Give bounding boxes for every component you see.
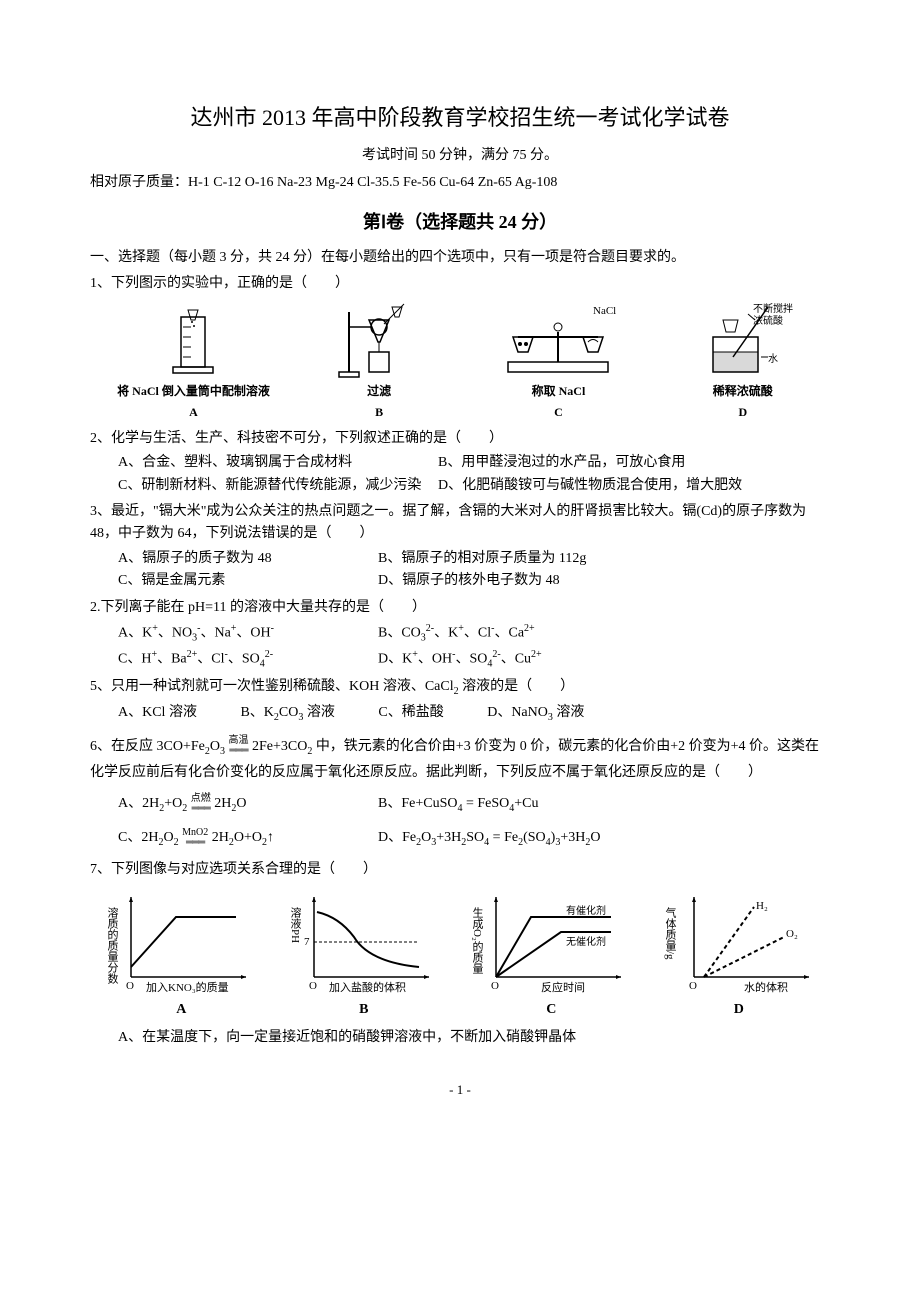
q1-img-c: NaCl 称取 NaCl C — [488, 302, 628, 422]
question-7: 7、下列图像与对应选项关系合理的是（ ） 溶质的质量分数 加入KNO₃的质量 O… — [90, 859, 830, 1050]
q2-options: A、合金、塑料、玻璃钢属于合成材料 B、用甲醛浸泡过的水产品，可放心食用 C、研… — [90, 452, 830, 497]
question-2: 2、化学与生活、生产、科技密不可分，下列叙述正确的是（ ） A、合金、塑料、玻璃… — [90, 428, 830, 497]
q2-opt-a: A、合金、塑料、玻璃钢属于合成材料 — [118, 452, 438, 474]
question-3: 3、最近，"镉大米"成为公众关注的热点问题之一。据了解，含镉的大米对人的肝肾损害… — [90, 501, 830, 593]
svg-text:溶质的质量分数: 溶质的质量分数 — [106, 906, 119, 985]
exam-info: 考试时间 50 分钟，满分 75 分。 — [90, 145, 830, 167]
page-number: - 1 - — [90, 1080, 830, 1101]
q7-text: 7、下列图像与对应选项关系合理的是（ ） — [90, 859, 830, 881]
q4-opt-b: B、CO32-、K+、Cl-、Ca2+ — [378, 621, 535, 646]
svg-text:7: 7 — [304, 936, 310, 948]
q1-label-c: C — [488, 403, 628, 422]
q1-img-b: 过滤 B — [324, 302, 434, 422]
chart-d-label: D — [664, 999, 814, 1021]
svg-text:溶液PH: 溶液PH — [289, 906, 302, 943]
svg-text:有催化剂: 有催化剂 — [566, 904, 606, 917]
q4-opt-d: D、K+、OH-、SO42-、Cu2+ — [378, 647, 542, 672]
svg-text:O: O — [491, 980, 499, 992]
q7-charts: 溶质的质量分数 加入KNO₃的质量 O A 7 溶液PH 加入盐酸的体积 O B — [90, 887, 830, 1021]
q6-opt-b: B、Fe+CuSO4 = FeSO4+Cu — [378, 793, 539, 817]
chart-c-label: C — [471, 999, 631, 1021]
q2-text: 2、化学与生活、生产、科技密不可分，下列叙述正确的是（ ） — [90, 428, 830, 450]
chart-a-label: A — [106, 999, 256, 1021]
q4-opt-a: A、K+、NO3-、Na+、OH- — [118, 621, 378, 646]
q6-opt-a: A、2H2+O2 点燃═══ 2H2O — [118, 793, 378, 817]
page-title: 达州市 2013 年高中阶段教育学校招生统一考试化学试卷 — [90, 100, 830, 135]
q1-caption-d: 稀释浓硫酸 — [683, 382, 803, 401]
atomic-mass: 相对原子质量：H-1 C-12 O-16 Na-23 Mg-24 Cl-35.5… — [90, 172, 830, 194]
nacl-label: NaCl — [593, 305, 616, 317]
balance-icon: NaCl — [488, 302, 628, 382]
stir-label: 不断搅拌 — [753, 302, 793, 315]
question-5: 5、只用一种试剂就可一次性鉴别稀硫酸、KOH 溶液、CaCl2 溶液的是（ ） … — [90, 676, 830, 726]
q5-opt-d: D、NaNO3 溶液 — [487, 702, 584, 726]
chart-b-label: B — [289, 999, 439, 1021]
q3-options: A、镉原子的质子数为 48 B、镉原子的相对原子质量为 112g C、镉是金属元… — [90, 548, 830, 593]
q1-img-a: 将 NaCl 倒入量筒中配制溶液 A — [117, 302, 270, 422]
q3-opt-c: C、镉是金属元素 — [118, 570, 378, 592]
svg-text:反应时间: 反应时间 — [541, 980, 585, 994]
q3-opt-d: D、镉原子的核外电子数为 48 — [378, 570, 560, 592]
q6-opt-d: D、Fe2O3+3H2SO4 = Fe2(SO4)3+3H2O — [378, 827, 600, 851]
q1-caption-c: 称取 NaCl — [488, 382, 628, 401]
chart-c: 有催化剂 无催化剂 生成O₂的质量 反应时间 O C — [471, 887, 631, 1021]
q4-opt-c: C、H+、Ba2+、Cl-、SO42- — [118, 647, 378, 672]
q2-opt-d: D、化肥硝酸铵可与碱性物质混合使用，增大肥效 — [438, 475, 742, 497]
cylinder-icon — [143, 302, 243, 382]
svg-text:生成O₂的质量: 生成O₂的质量 — [471, 906, 484, 974]
q3-opt-a: A、镉原子的质子数为 48 — [118, 548, 378, 570]
svg-text:气体质量/g: 气体质量/g — [664, 906, 677, 960]
q5-opt-a: A、KCl 溶液 — [118, 702, 197, 724]
dilution-icon: 不断搅拌 浓硫酸 水 — [683, 302, 803, 382]
q1-caption-b: 过滤 — [324, 382, 434, 401]
q1-label-a: A — [117, 403, 270, 422]
svg-text:无催化剂: 无催化剂 — [566, 935, 606, 948]
q4-text: 2.下列离子能在 pH=11 的溶液中大量共存的是（ ） — [90, 597, 830, 619]
q1-caption-a: 将 NaCl 倒入量筒中配制溶液 — [117, 382, 270, 401]
q5-text: 5、只用一种试剂就可一次性鉴别稀硫酸、KOH 溶液、CaCl2 溶液的是（ ） — [90, 676, 830, 700]
q1-label-d: D — [683, 403, 803, 422]
q7-opt-a: A、在某温度下，向一定量接近饱和的硝酸钾溶液中，不断加入硝酸钾晶体 — [90, 1027, 830, 1049]
svg-text:O₂: O₂ — [786, 928, 798, 940]
svg-text:H₂: H₂ — [756, 900, 768, 912]
q5-opt-b: B、K2CO3 溶液 — [240, 702, 334, 726]
chart-b: 7 溶液PH 加入盐酸的体积 O B — [289, 887, 439, 1021]
q6-opt-c: C、2H2O2 MnO2═══ 2H2O+O2↑ — [118, 827, 378, 851]
q3-text: 3、最近，"镉大米"成为公众关注的热点问题之一。据了解，含镉的大米对人的肝肾损害… — [90, 501, 830, 546]
filter-icon — [324, 302, 434, 382]
q3-opt-b: B、镉原子的相对原子质量为 112g — [378, 548, 586, 570]
question-4: 2.下列离子能在 pH=11 的溶液中大量共存的是（ ） A、K+、NO3-、N… — [90, 597, 830, 672]
q2-opt-b: B、用甲醛浸泡过的水产品，可放心食用 — [438, 452, 685, 474]
svg-text:O: O — [309, 980, 317, 992]
q1-text: 1、下列图示的实验中，正确的是（ ） — [90, 273, 830, 295]
q4-options: A、K+、NO3-、Na+、OH- B、CO32-、K+、Cl-、Ca2+ C、… — [90, 621, 830, 672]
svg-text:O: O — [126, 980, 134, 992]
chart-d: H₂ O₂ 气体质量/g 水的体积 O D — [664, 887, 814, 1021]
q6-options: A、2H2+O2 点燃═══ 2H2O B、Fe+CuSO4 = FeSO4+C… — [90, 793, 830, 851]
acid-label: 浓硫酸 — [753, 314, 783, 327]
q5-options: A、KCl 溶液 B、K2CO3 溶液 C、稀盐酸 D、NaNO3 溶液 — [90, 702, 830, 726]
q1-label-b: B — [324, 403, 434, 422]
question-6: 6、在反应 3CO+Fe2O3 高温═══ 2Fe+3CO2 中，铁元素的化合价… — [90, 734, 830, 851]
q6-text: 6、在反应 3CO+Fe2O3 高温═══ 2Fe+3CO2 中，铁元素的化合价… — [90, 734, 830, 787]
section-header: 第Ⅰ卷（选择题共 24 分） — [90, 208, 830, 237]
svg-text:水的体积: 水的体积 — [744, 980, 788, 994]
question-1: 1、下列图示的实验中，正确的是（ ） 将 NaCl 倒入量筒中配制溶液 A — [90, 273, 830, 422]
chart-a: 溶质的质量分数 加入KNO₃的质量 O A — [106, 887, 256, 1021]
section-instruction: 一、选择题（每小题 3 分，共 24 分）在每小题给出的四个选项中，只有一项是符… — [90, 247, 830, 269]
q5-opt-c: C、稀盐酸 — [378, 702, 443, 724]
q2-opt-c: C、研制新材料、新能源替代传统能源，减少污染 — [118, 475, 438, 497]
svg-text:O: O — [689, 980, 697, 992]
q1-images-row: 将 NaCl 倒入量筒中配制溶液 A 过滤 B NaCl — [90, 302, 830, 422]
water-label: 水 — [768, 353, 778, 365]
svg-text:加入盐酸的体积: 加入盐酸的体积 — [329, 980, 406, 994]
q1-img-d: 不断搅拌 浓硫酸 水 稀释浓硫酸 D — [683, 302, 803, 422]
svg-text:加入KNO₃的质量: 加入KNO₃的质量 — [146, 980, 229, 994]
